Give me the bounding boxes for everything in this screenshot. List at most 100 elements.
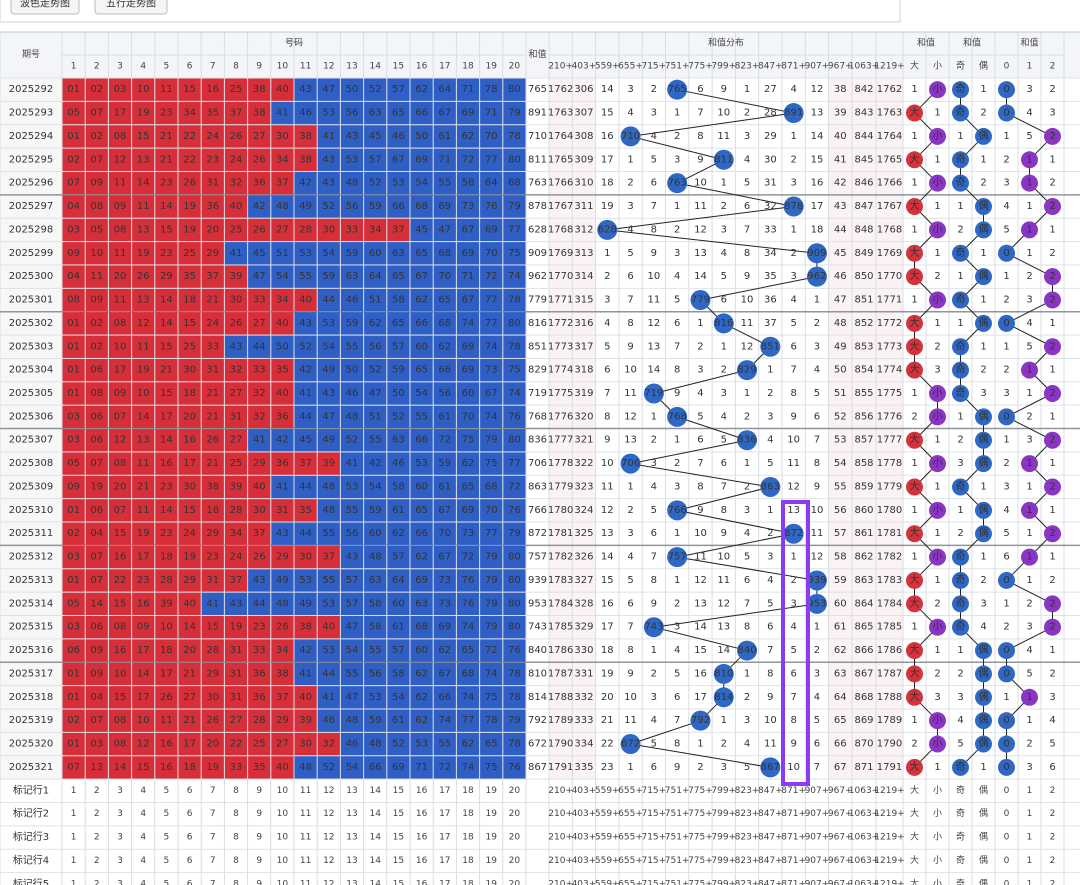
dist-miss: 328 [574,598,593,609]
number-cell [317,218,340,242]
number: 26 [253,224,266,235]
number-cell [155,592,178,616]
column-label: 2 [1050,856,1056,866]
dist-miss: 849 [854,248,873,259]
mod3-miss: 1 [1003,341,1009,352]
dist-miss: 1787 [548,668,573,679]
number-cell [364,522,387,545]
number-cell [132,335,155,358]
mod3-miss: 1 [1026,201,1032,212]
size-miss: 2 [934,598,940,609]
dist-hit: 863 [761,481,780,492]
number: 77 [485,528,498,539]
dist-miss: 10 [741,295,754,306]
dist-miss: 52 [834,411,847,422]
trend-line [630,720,701,745]
parity-hit: 偶 [979,526,989,539]
number-cell [387,662,410,686]
size-hit: 大 [910,666,920,679]
dist-miss: 1772 [548,318,573,329]
button[interactable] [10,0,80,15]
dist-miss: 1769 [877,248,902,259]
number-cell [433,382,456,405]
number: 24 [183,528,196,539]
number: 19 [183,201,196,212]
dist-miss: 8 [651,575,657,586]
number-cell [503,639,526,662]
column-label: 偶 [979,877,988,885]
number: 72 [485,271,498,282]
number: 76 [462,598,475,609]
size-ball [906,198,923,216]
dist-miss: 1764 [548,131,573,142]
mod3-miss: 1 [1003,435,1009,446]
dist-miss: 3 [627,201,633,212]
size-miss: 1 [911,622,917,633]
dist-miss: 858 [854,458,873,469]
number: 18 [183,295,196,306]
dist-miss: 8 [790,388,796,399]
button-label[interactable]: 五行走势图 [106,0,156,10]
number: 02 [67,715,80,726]
number: 15 [183,505,196,516]
dist-miss: 55 [834,481,847,492]
number: 53 [299,575,312,586]
dist-miss: 2 [697,341,703,352]
dist-miss: 333 [574,715,593,726]
number: 41 [206,598,219,609]
button[interactable] [94,0,168,15]
number: 27 [230,715,243,726]
dist-miss: 11 [717,575,730,586]
number: 20 [206,739,219,750]
dist-miss: 2 [790,575,796,586]
parity-hit: 奇 [956,176,966,189]
number-cell [294,569,317,592]
number: 38 [206,481,219,492]
number-cell [364,242,387,265]
number-cell [271,662,294,686]
dist-miss: 7 [721,481,727,492]
number: 43 [299,318,312,329]
button-label[interactable]: 波色走势图 [20,0,70,10]
number: 25 [183,341,196,352]
number: 15 [160,224,173,235]
number-cell [62,218,85,242]
number-cell [155,522,178,545]
number: 80 [508,622,521,633]
trend-line [630,439,748,465]
dist-ball [737,640,758,661]
number-cell [248,662,271,686]
number: 30 [299,552,312,563]
number: 08 [114,131,127,142]
column-label: 大 [910,854,919,866]
dist-miss: 8 [697,481,703,492]
dist-ball [667,173,688,194]
number: 80 [508,575,521,586]
size-miss: 1 [911,224,917,235]
number: 42 [369,458,382,469]
number: 44 [322,295,335,306]
number-cell [224,78,248,101]
number-cell [155,616,178,639]
number-cell [108,78,132,101]
column-label: 20 [509,879,521,885]
dist-miss: 2 [744,108,750,119]
number: 67 [462,295,475,306]
number: 32 [253,388,266,399]
dist-miss: 1 [674,528,680,539]
dist-miss: 2 [790,248,796,259]
number: 14 [160,295,173,306]
size-miss: 3 [934,692,940,703]
column-label: 5 [164,856,170,866]
number-cell [480,358,503,382]
column-label: 775+ [688,879,713,885]
number-cell [132,522,155,545]
column-label: 5 [164,879,170,885]
sum: 829 [528,365,547,376]
period: 2025321 [9,762,54,773]
number-cell [62,639,85,662]
dist-miss: 7 [697,108,703,119]
number-cell [364,452,387,475]
number: 27 [183,692,196,703]
number: 13 [137,154,150,165]
